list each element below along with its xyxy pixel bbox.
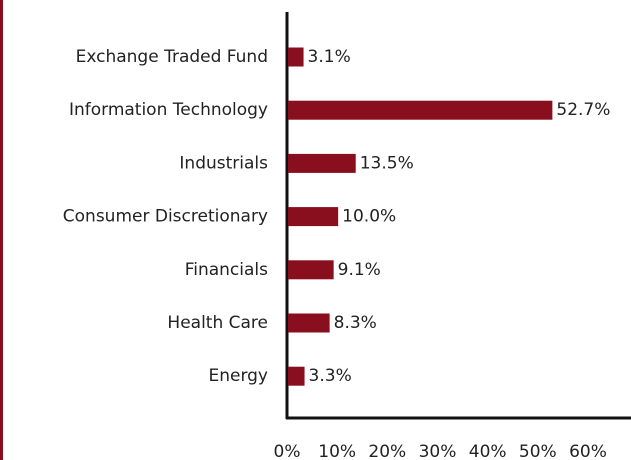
data-label: 3.3%	[309, 366, 352, 386]
x-tick-label: 20%	[368, 442, 406, 460]
bar	[288, 100, 553, 120]
y-tick-label: Exchange Traded Fund	[76, 47, 268, 67]
bar	[288, 313, 330, 333]
bar	[288, 260, 334, 280]
y-tick-label: Industrials	[179, 153, 268, 173]
x-tick-label: 60%	[569, 442, 607, 460]
x-tick-label: 30%	[419, 442, 457, 460]
x-tick-label: 50%	[519, 442, 557, 460]
y-tick-label: Information Technology	[69, 100, 268, 120]
bar	[288, 47, 304, 67]
bar	[288, 153, 356, 173]
data-label: 3.1%	[308, 47, 351, 67]
y-tick-label: Financials	[185, 260, 268, 280]
x-tick-label: 10%	[318, 442, 356, 460]
data-label: 8.3%	[334, 313, 377, 333]
data-label: 9.1%	[338, 260, 381, 280]
bar	[288, 366, 305, 386]
y-tick-label: Health Care	[167, 313, 268, 333]
side-border	[0, 0, 3, 460]
x-tick-label: 40%	[469, 442, 507, 460]
x-tick-label: 0%	[274, 442, 301, 460]
y-tick-label: Energy	[208, 366, 268, 386]
y-tick-label: Consumer Discretionary	[63, 207, 268, 227]
bar	[288, 207, 339, 227]
data-label: 10.0%	[342, 207, 396, 227]
data-label: 13.5%	[360, 153, 414, 173]
data-label: 52.7%	[556, 100, 610, 120]
